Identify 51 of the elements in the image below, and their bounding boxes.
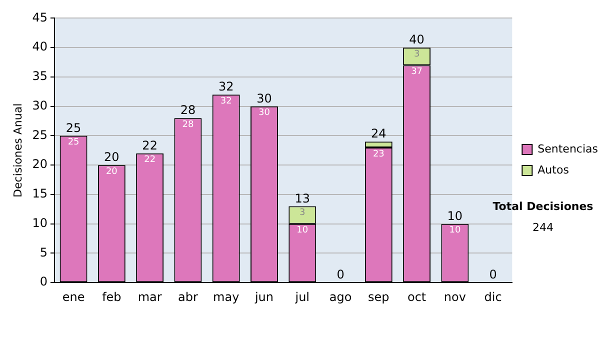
data-label: 3 [300,208,306,218]
text: 244 [532,221,554,234]
y-tick-label: 40 [32,40,48,54]
x-tick-label: sep [368,290,390,304]
total-label: 0 [336,268,344,282]
data-label: 10 [296,226,308,236]
x-tick-label: nov [444,290,466,304]
y-tick-label: 15 [32,186,48,201]
data-label: 25 [68,138,80,148]
data-label: 20 [106,166,118,177]
x-tick-label: may [213,290,240,304]
data-label: 37 [411,67,423,78]
x-tick-label: ago [329,290,352,304]
x-tick-label: ene [62,290,85,304]
total-label: 30 [256,91,272,106]
total-label: 20 [104,150,120,164]
x-tick-label: feb [102,290,122,304]
total-label: 13 [294,191,310,206]
total-label: 24 [371,126,386,141]
annotation: Total Decisiones [492,200,594,213]
data-label: 28 [182,120,194,130]
y-tick-label: 30 [32,98,48,112]
total-label: 0 [489,268,497,282]
total-label: 28 [180,103,196,118]
data-label: 22 [144,155,156,166]
y-tick-label: 25 [32,128,48,142]
total-label: 32 [218,80,234,94]
x-tick-label: oct [407,290,426,304]
data-label: 10 [449,226,461,236]
data-label: 30 [258,108,270,118]
y-tick-label: 35 [32,69,48,84]
legend-label: Sentencias [538,142,598,156]
x-tick-label: jun [254,290,274,304]
y-axis-title: Decisiones Anual [11,103,24,198]
x-tick-label: mar [138,290,162,304]
y-tick-label: 0 [40,274,48,289]
x-tick-label: dic [484,290,502,304]
x-tick-label: jul [294,290,310,304]
total-label: 22 [142,138,158,152]
y-tick-label: 20 [32,157,48,172]
y-tick-label: 10 [32,216,48,230]
x-tick-label: abr [178,290,198,304]
y-tick-label: 5 [40,245,48,260]
total-label: 25 [66,120,82,135]
y-tick-label: 45 [32,10,48,24]
total-label: 40 [409,32,424,47]
total-label: 10 [447,208,463,223]
data-label: 32 [220,96,232,106]
data-label: 3 [414,49,420,60]
legend-label: Autos [538,163,570,176]
data-label: 23 [372,149,384,160]
